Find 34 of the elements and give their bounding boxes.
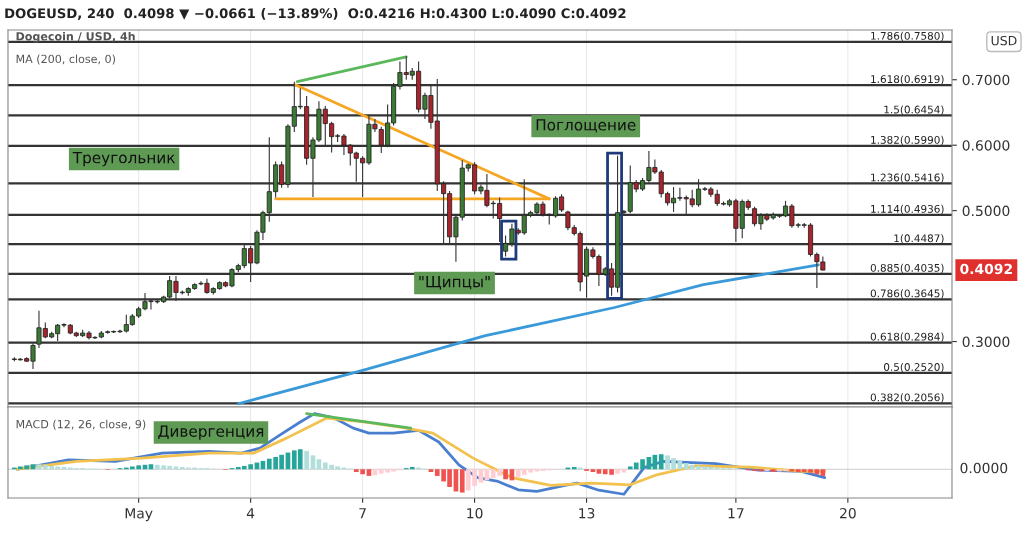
x-tick-label: 17	[728, 508, 744, 519]
ref-line-label: 0.786(0.3645)	[870, 289, 944, 299]
y-axis-title: USD	[991, 35, 1017, 46]
x-tick-label: 20	[840, 507, 856, 519]
text: 0.4092	[960, 263, 1012, 275]
x-tick-label: 4	[246, 508, 255, 519]
x-tick-label: 13	[579, 507, 595, 519]
ref-line-label: 1.5(0.6454)	[884, 105, 944, 115]
annotation: Дивергенция	[158, 425, 264, 440]
ref-line-label: 0.5(0.2520)	[883, 362, 944, 373]
annotation: "Щипцы"	[419, 276, 490, 290]
ref-line-label: 1.618(0.6919)	[871, 74, 944, 85]
y-tick-label: 0.7000	[962, 74, 1010, 86]
x-tick-label: 10	[467, 507, 483, 519]
ref-line-label: 1.236(0.5416)	[871, 173, 944, 183]
ref-line-label: 0.885(0.4035)	[870, 263, 944, 274]
annotation: Поглощение	[536, 119, 636, 133]
text: 0.0000	[960, 462, 1008, 474]
ref-line-label: 1.786(0.7580)	[871, 31, 944, 41]
annotation: MA (200, close, 0)	[16, 54, 116, 65]
annotation: MACD (12, 26, close, 9)	[16, 419, 146, 430]
ref-line-label: 0.382(0.2056)	[870, 393, 944, 403]
chart-title: DOGEUSD, 240 0.4098 ▼ −0.0661 (−13.89%) O:0.4216 H:0.4300 L:0.4090 C:0.4092	[5, 8, 626, 20]
ref-line-label: 1.114(0.4936)	[871, 204, 944, 215]
ref-line-label: 1(0.4487)	[894, 234, 944, 244]
annotation: Треугольник	[72, 152, 175, 167]
y-tick-label: 0.3000	[962, 336, 1010, 348]
x-tick-label: 7	[359, 508, 366, 519]
ref-line-label: 0.618(0.2984)	[870, 332, 944, 342]
x-tick-label: May	[125, 508, 153, 522]
y-tick-label: 0.5000	[962, 205, 1010, 217]
y-tick-label: 0.6000	[962, 140, 1010, 151]
chart-subtitle: Dogecoin / USD, 4h	[16, 31, 135, 43]
ref-line-label: 1.382(0.5990)	[871, 135, 944, 146]
